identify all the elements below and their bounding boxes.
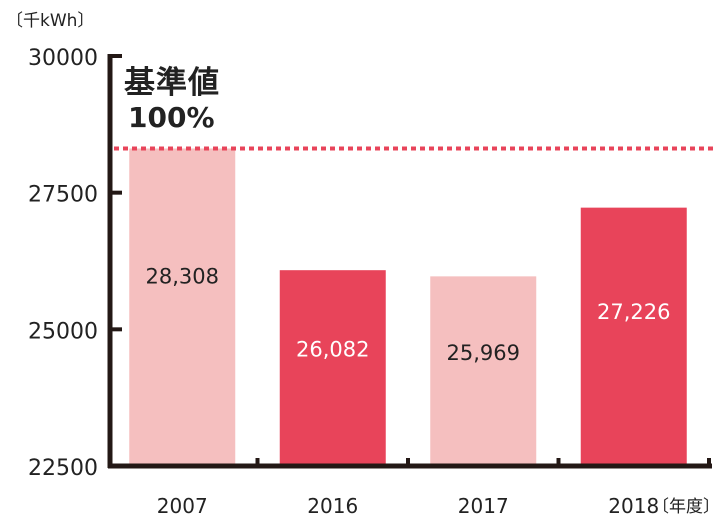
y-tick-label: 27500: [28, 183, 98, 208]
y-tick-label: 25000: [28, 319, 98, 344]
y-tick-label: 30000: [28, 46, 98, 71]
bar-value-label: 28,308: [146, 264, 219, 288]
reference-label-percent: 100%: [128, 100, 215, 134]
bar-value-label: 26,082: [296, 338, 369, 362]
x-tick-label: 2018: [608, 494, 659, 518]
x-tick-label: 2016: [307, 494, 358, 518]
y-tick-label: 22500: [28, 456, 98, 481]
bar-2017: [430, 276, 537, 466]
bar-2016: [279, 270, 386, 466]
y-axis-unit-label: 〔千kWh〕: [6, 11, 95, 31]
bar-2007: [129, 148, 236, 466]
x-tick-label: 2007: [157, 494, 208, 518]
bar-2018: [580, 207, 687, 467]
x-axis-unit-label: 〔年度〕: [652, 497, 720, 517]
reference-line-label: 基準値 100%: [124, 65, 220, 134]
reference-label-title: 基準値: [124, 65, 220, 101]
bar-value-label: 25,969: [447, 341, 520, 365]
bar-value-label: 27,226: [597, 300, 670, 324]
x-tick-label: 2017: [458, 494, 509, 518]
